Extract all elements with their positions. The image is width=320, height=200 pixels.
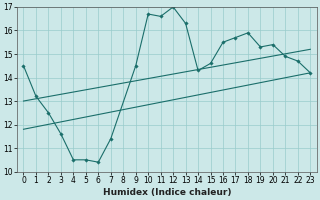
X-axis label: Humidex (Indice chaleur): Humidex (Indice chaleur) bbox=[103, 188, 231, 197]
